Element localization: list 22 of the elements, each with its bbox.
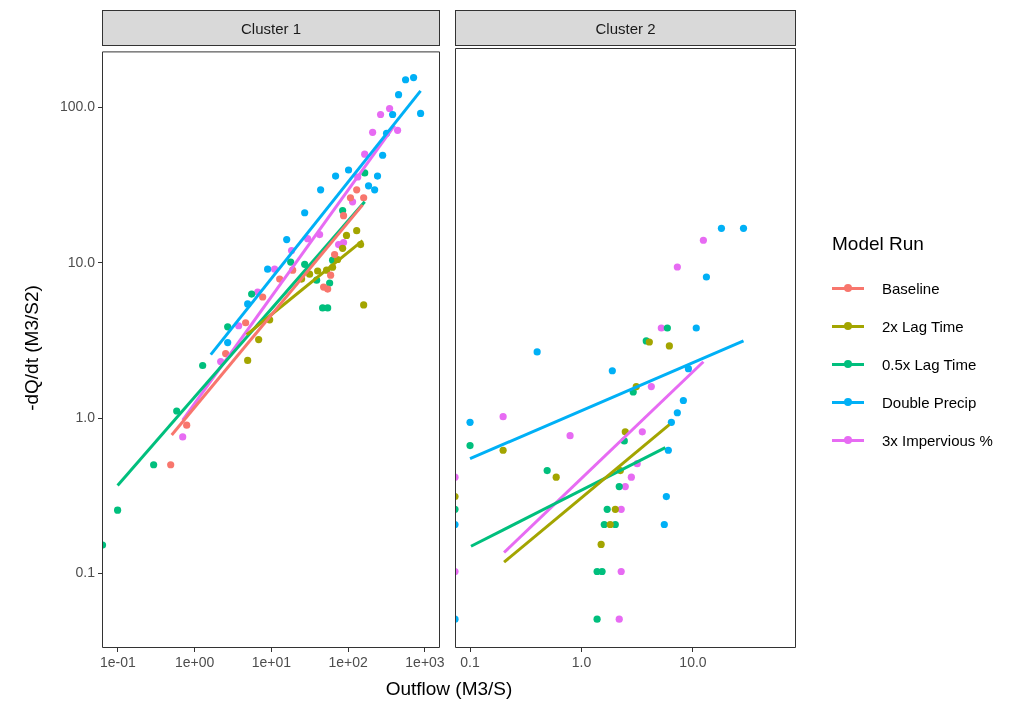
legend-label: Double Precip <box>882 393 977 411</box>
y-tick-label: 10.0 <box>67 253 96 270</box>
y-tick-label: 100.0 <box>59 98 96 115</box>
x-tick-label: 1e-01 <box>100 654 137 671</box>
legend-label: 2x Lag Time <box>882 317 964 335</box>
x-tick-label: 1.0 <box>571 654 592 671</box>
x-tick-label: 1e+02 <box>328 654 369 671</box>
chart-title: Cluster 2 <box>455 10 796 46</box>
y-axis-title: -dQ/dt (M3/S2) <box>20 285 43 411</box>
y-tick-label: 0.1 <box>75 564 96 581</box>
x-tick-label: 1e+00 <box>175 654 215 671</box>
x-tick-label: 1e+03 <box>405 654 445 671</box>
x-axis-title: Outflow (M3/S) <box>384 678 514 700</box>
x-tick-label: 0.1 <box>460 654 480 671</box>
legend-label: 3x Impervious % <box>882 431 993 449</box>
legend-label: 0.5x Lag Time <box>882 355 977 373</box>
legend-title: Model Run <box>832 233 925 255</box>
x-tick-label: 10.0 <box>679 654 707 671</box>
legend-label: Baseline <box>882 279 940 297</box>
y-tick-label: 1.0 <box>75 408 96 425</box>
chart-title: Cluster 1 <box>102 10 440 46</box>
x-tick-label: 1e+01 <box>251 654 292 671</box>
